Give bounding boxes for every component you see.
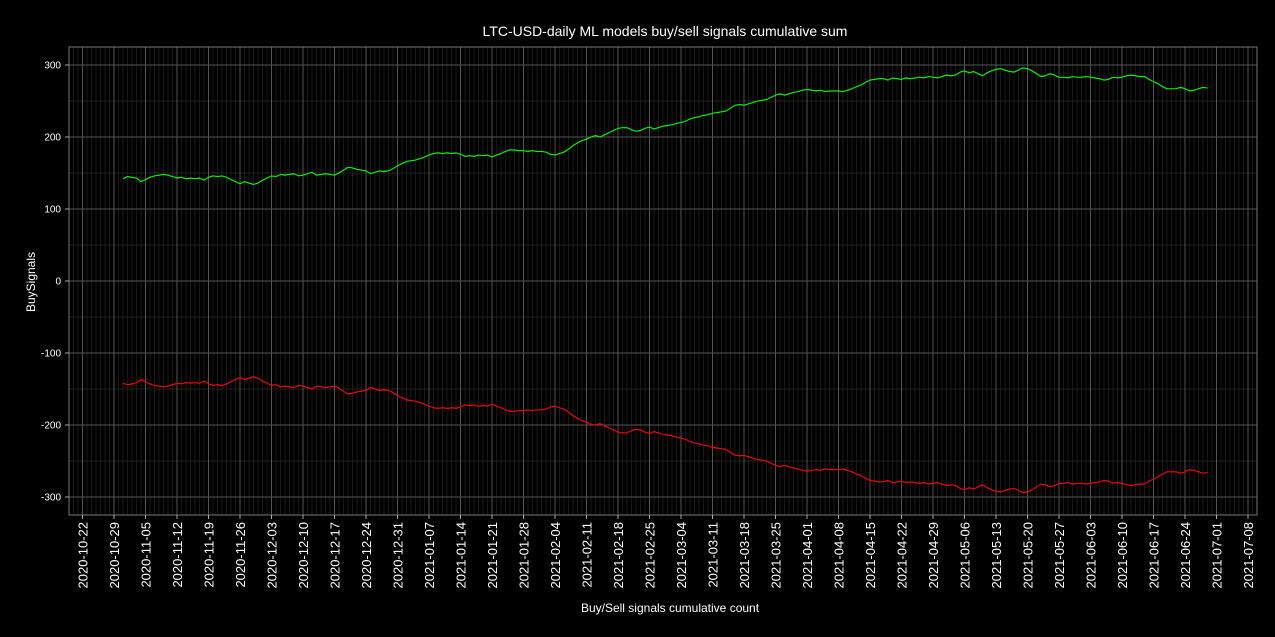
x-tick-label: 2021-05-27	[1052, 522, 1067, 589]
y-tick-label: -300	[41, 493, 61, 504]
x-tick-label: 2021-02-11	[580, 522, 595, 588]
y-axis-label: BuySignals	[24, 252, 38, 312]
x-tick-label: 2020-12-17	[328, 522, 343, 589]
x-tick-label: 2021-03-11	[706, 522, 721, 588]
y-tick-label: 100	[44, 205, 61, 216]
x-tick-label: 2021-07-08	[1241, 522, 1256, 589]
x-tick-label: 2021-03-04	[674, 522, 689, 589]
y-axis: 300 200 100 0 -100 -200 -300	[41, 61, 69, 504]
x-tick-label: 2021-02-18	[611, 522, 626, 589]
x-tick-label: 2021-04-29	[926, 522, 941, 589]
x-tick-label: 2021-05-13	[989, 522, 1004, 589]
x-tick-label: 2021-06-03	[1084, 522, 1099, 589]
y-tick-label: 0	[55, 277, 61, 288]
x-axis-label: Buy/Sell signals cumulative count	[581, 601, 760, 615]
x-tick-label: 2021-01-14	[454, 522, 469, 589]
x-tick-label: 2021-04-01	[800, 522, 815, 589]
y-tick-label: -200	[41, 421, 61, 432]
sell-signals-line	[122, 376, 1208, 494]
x-tick-label: 2020-12-24	[359, 522, 374, 589]
x-tick-label: 2021-02-04	[548, 522, 563, 589]
major-gridlines	[69, 47, 1257, 515]
y-tick-label: 200	[44, 133, 61, 144]
x-tick-label: 2021-07-01	[1210, 522, 1225, 589]
y-tick-label: 300	[44, 61, 61, 72]
x-tick-label: 2021-03-25	[769, 522, 784, 589]
chart-title: LTC-USD-daily ML models buy/sell signals…	[483, 23, 848, 39]
x-tick-label: 2020-12-31	[391, 522, 406, 589]
plot-area	[68, 46, 1258, 516]
x-tick-label: 2020-11-26	[233, 522, 248, 588]
x-tick-label: 2020-11-12	[170, 522, 185, 588]
x-tick-label: 2021-02-25	[643, 522, 658, 589]
x-tick-label: 2020-10-22	[76, 522, 91, 589]
x-tick-label: 2021-06-24	[1178, 522, 1193, 589]
buy-signals-line	[122, 67, 1208, 186]
x-tick-label: 2020-11-05	[139, 522, 154, 588]
x-tick-label: 2021-06-10	[1115, 522, 1130, 589]
series-layer	[122, 67, 1208, 494]
x-tick-label: 2020-10-29	[107, 522, 122, 589]
x-tick-label: 2020-12-03	[265, 522, 280, 589]
x-tick-label: 2021-05-20	[1021, 522, 1036, 589]
x-axis: 2020-10-22 2020-10-29 2020-11-05 2020-11-12…	[76, 515, 1256, 589]
x-tick-label: 2021-01-28	[517, 522, 532, 589]
x-tick-label: 2020-12-10	[296, 522, 311, 589]
x-tick-label: 2021-05-06	[958, 522, 973, 589]
x-tick-label: 2021-06-17	[1147, 522, 1162, 589]
x-tick-label: 2021-04-08	[832, 522, 847, 589]
x-tick-label: 2021-04-15	[863, 522, 878, 589]
y-tick-label: -100	[41, 349, 61, 360]
x-tick-label: 2021-01-07	[422, 522, 437, 589]
x-tick-label: 2021-04-22	[895, 522, 910, 589]
x-tick-label: 2020-11-19	[202, 522, 217, 588]
x-tick-label: 2021-03-18	[737, 522, 752, 589]
x-tick-label: 2021-01-21	[485, 522, 500, 589]
